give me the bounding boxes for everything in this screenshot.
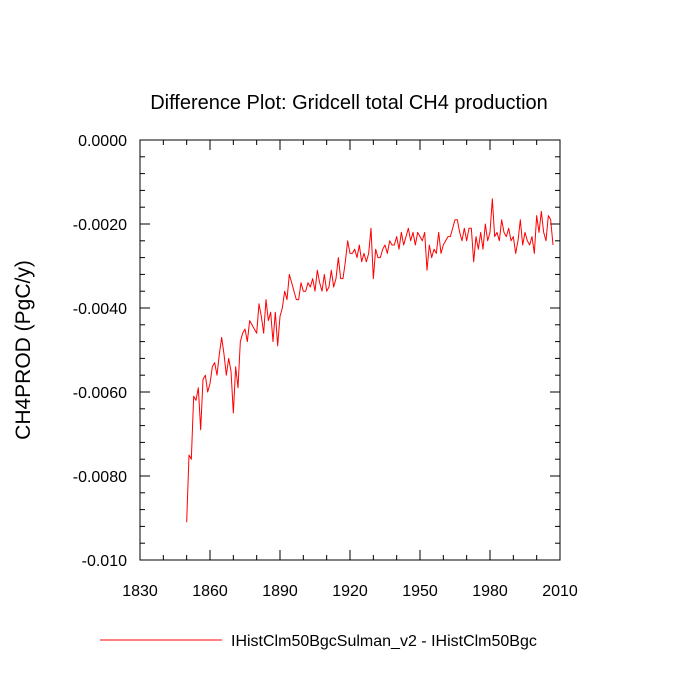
x-tick-label: 1920 [332, 583, 368, 600]
x-tick-label: 1980 [472, 583, 508, 600]
x-tick-labels: 1830 1860 1890 1920 1950 1980 2010 [122, 583, 578, 600]
series-group [187, 199, 553, 522]
y-tick-label: -0.0020 [73, 217, 127, 234]
axis-ticks [140, 140, 560, 560]
y-tick-label: 0.0000 [78, 133, 127, 150]
x-tick-label: 1950 [402, 583, 438, 600]
legend-label: IHistClm50BgcSulman_v2 - IHistClm50Bgc [231, 633, 537, 650]
y-tick-label: -0.0060 [73, 385, 127, 402]
x-tick-label: 1860 [192, 583, 228, 600]
y-tick-label: -0.010 [82, 553, 127, 570]
y-axis-label: CH4PROD (PgC/y) [12, 260, 35, 440]
plot-frame [140, 140, 560, 560]
y-tick-label: -0.0080 [73, 469, 127, 486]
chart-title: Difference Plot: Gridcell total CH4 prod… [150, 92, 548, 114]
series-line [187, 199, 553, 522]
x-tick-label: 1890 [262, 583, 298, 600]
x-tick-label: 1830 [122, 583, 158, 600]
x-tick-label: 2010 [542, 583, 578, 600]
y-tick-labels: 0.0000 -0.0020 -0.0040 -0.0060 -0.0080 -0.010 [73, 133, 127, 570]
legend: IHistClm50BgcSulman_v2 - IHistClm50Bgc [100, 633, 537, 650]
y-tick-label: -0.0040 [73, 301, 127, 318]
